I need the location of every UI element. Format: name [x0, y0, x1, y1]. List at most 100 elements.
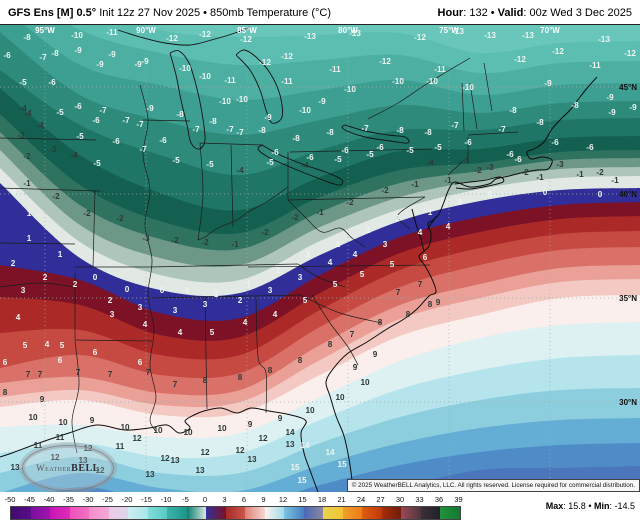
temp-value-label: 10: [153, 426, 163, 435]
temp-value-label: -8: [509, 106, 517, 115]
temp-value-label: -8: [396, 126, 404, 135]
temp-value-label: 6: [93, 348, 98, 357]
temp-value-label: 1: [428, 208, 433, 217]
colorbar-tick: -25: [102, 495, 113, 504]
colorbar-tick: 0: [202, 495, 208, 504]
temp-value-label: 13: [247, 455, 257, 464]
temp-value-label: 0: [185, 286, 190, 295]
temp-value-label: 13: [145, 470, 155, 479]
temp-value-label: 1: [396, 214, 401, 223]
temp-value-label: 4: [328, 258, 333, 267]
temp-value-label: 9: [248, 420, 253, 429]
temp-value-label: 8: [238, 373, 243, 382]
temp-value-label: -4: [36, 121, 44, 130]
temp-value-label: 2: [238, 296, 243, 305]
temp-value-label: -1: [411, 180, 419, 189]
temp-value-label: -7: [99, 106, 107, 115]
temp-value-label: -2: [23, 152, 31, 161]
temp-value-label: 13: [285, 440, 295, 449]
latitude-label: 40°N: [619, 190, 637, 199]
state-border: [149, 263, 299, 268]
temp-value-label: 4: [16, 313, 21, 322]
colorbar-segment: [401, 507, 421, 519]
temp-value-label: -13: [304, 32, 316, 41]
temp-value-label: 7: [173, 380, 178, 389]
temp-value-label: 5: [333, 280, 338, 289]
temp-value-label: -2: [521, 168, 529, 177]
temp-value-label: -2: [171, 236, 179, 245]
temp-value-label: -5: [172, 156, 180, 165]
temp-value-label: -8: [51, 49, 59, 58]
state-border: [0, 187, 101, 192]
title-bar: GFS Ens [M] 0.5° Init 12z 27 Nov 2025 • …: [0, 0, 640, 25]
temp-value-label: -11: [106, 28, 118, 37]
colorbar-tick: -15: [141, 495, 152, 504]
temp-value-label: -10: [199, 72, 211, 81]
temp-value-label: -1: [576, 170, 584, 179]
colorbar-tick: -35: [63, 495, 74, 504]
temp-value-label: 12: [160, 454, 170, 463]
temp-value-label: -6: [48, 78, 56, 87]
colorbar-segment: [440, 507, 460, 519]
valid-time-info: Hour: 132 • Valid: 00z Wed 3 Dec 2025: [438, 7, 632, 19]
temp-value-label: -8: [209, 117, 217, 126]
temp-value-label: 9: [436, 298, 441, 307]
temp-value-label: -6: [159, 136, 167, 145]
lake-outline: [169, 50, 206, 150]
temp-value-label: 5: [60, 341, 65, 350]
separator: •: [585, 501, 594, 511]
temp-value-label: -8: [424, 128, 432, 137]
colorbar-tick: 3: [222, 495, 227, 504]
valid-label: Valid: [497, 6, 524, 19]
temp-value-label: 7: [38, 370, 43, 379]
state-border: [204, 296, 208, 410]
temp-value-label: 0: [543, 188, 548, 197]
logo-text-weather: Weather: [36, 463, 72, 473]
temp-value-label: -7: [39, 53, 47, 62]
temp-value-label: -9: [264, 113, 272, 122]
temp-value-label: -10: [219, 97, 231, 106]
temp-value-label: 1: [58, 250, 63, 259]
temp-value-label: 9: [90, 416, 95, 425]
temp-value-label: -12: [199, 30, 211, 39]
temp-value-label: -2: [83, 209, 91, 218]
temp-value-label: -4: [24, 109, 32, 118]
temp-value-label: -3: [17, 131, 25, 140]
temp-value-label: -1: [316, 208, 324, 217]
temp-value-label: -7: [498, 125, 506, 134]
temp-value-label: 5: [303, 296, 308, 305]
temp-value-label: -13: [349, 29, 361, 38]
temp-value-label: 10: [305, 406, 315, 415]
temp-value-label: -6: [551, 138, 559, 147]
legend-footer: -50 -45 -40 -35 -30 -25 -20 -15 -10 -5 0 3 6 9 12 15 18 2…: [0, 492, 640, 525]
state-border: [151, 294, 301, 299]
temp-value-label: 0: [93, 273, 98, 282]
temp-value-label: 2: [336, 240, 341, 249]
temp-value-label: 15: [297, 476, 307, 485]
temp-value-label: -9: [606, 93, 614, 102]
state-border: [469, 82, 478, 130]
temp-value-label: 12: [200, 448, 210, 457]
temp-value-label: -7: [139, 145, 147, 154]
temp-value-label: 15: [290, 463, 300, 472]
temp-value-label: 5: [23, 341, 28, 350]
latitude-label: 35°N: [619, 294, 637, 303]
temp-value-label: -5: [19, 78, 27, 87]
state-border: [467, 131, 519, 136]
colorbar-segment: [50, 507, 70, 519]
logo-text-bell: BELL: [71, 462, 100, 474]
temp-value-label: 7: [396, 288, 401, 297]
state-border: [197, 186, 289, 241]
colorbar-segment: [89, 507, 109, 519]
temp-value-label: 11: [116, 442, 125, 451]
temp-value-label: 11: [56, 433, 65, 442]
state-border: [142, 119, 191, 122]
temp-value-label: -5: [406, 146, 414, 155]
temp-value-label: 14: [300, 441, 310, 450]
temp-value-label: 7: [146, 368, 151, 377]
temp-value-label: -4: [301, 161, 309, 170]
temp-value-label: 5: [210, 328, 215, 337]
temp-value-label: -5: [206, 160, 214, 169]
state-border: [255, 295, 267, 414]
temp-value-label: -4: [70, 151, 78, 160]
